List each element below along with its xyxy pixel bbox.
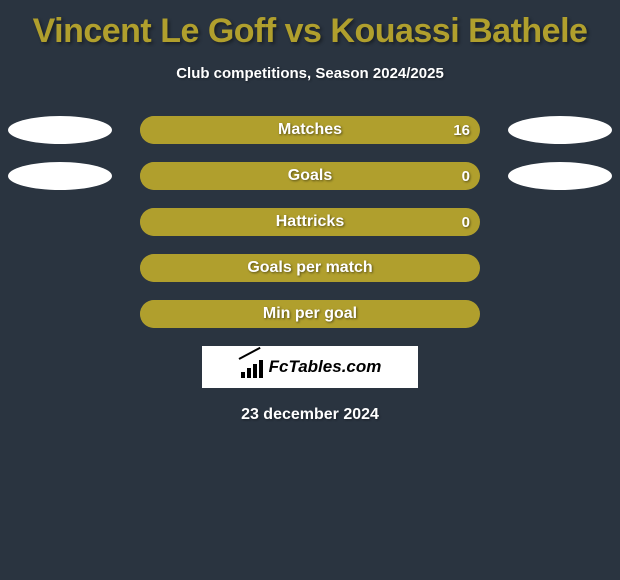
date-line: 23 december 2024 [0,406,620,424]
stat-row: Hattricks0 [0,208,620,236]
stat-value-right: 0 [462,208,470,236]
logo-text: FcTables.com [269,357,382,377]
stat-bar: Hattricks0 [140,208,480,236]
player2-ellipse [508,162,612,190]
stat-label: Matches [140,116,480,144]
stat-label: Goals [140,162,480,190]
stat-label: Goals per match [140,254,480,282]
stat-label: Min per goal [140,300,480,328]
stat-bar: Goals0 [140,162,480,190]
stats-area: Matches16Goals0Hattricks0Goals per match… [0,116,620,328]
stat-row: Goals0 [0,162,620,190]
player2-ellipse [508,116,612,144]
logo-box: FcTables.com [202,346,418,388]
stat-bar: Goals per match [140,254,480,282]
subtitle: Club competitions, Season 2024/2025 [0,65,620,82]
stat-row: Goals per match [0,254,620,282]
stat-value-right: 16 [453,116,470,144]
player1-ellipse [8,116,112,144]
stat-bar: Matches16 [140,116,480,144]
player1-ellipse [8,162,112,190]
logo-chart-icon [239,356,265,378]
stat-value-right: 0 [462,162,470,190]
stat-bar: Min per goal [140,300,480,328]
page-title: Vincent Le Goff vs Kouassi Bathele [0,0,620,51]
stat-label: Hattricks [140,208,480,236]
stat-row: Matches16 [0,116,620,144]
stat-row: Min per goal [0,300,620,328]
